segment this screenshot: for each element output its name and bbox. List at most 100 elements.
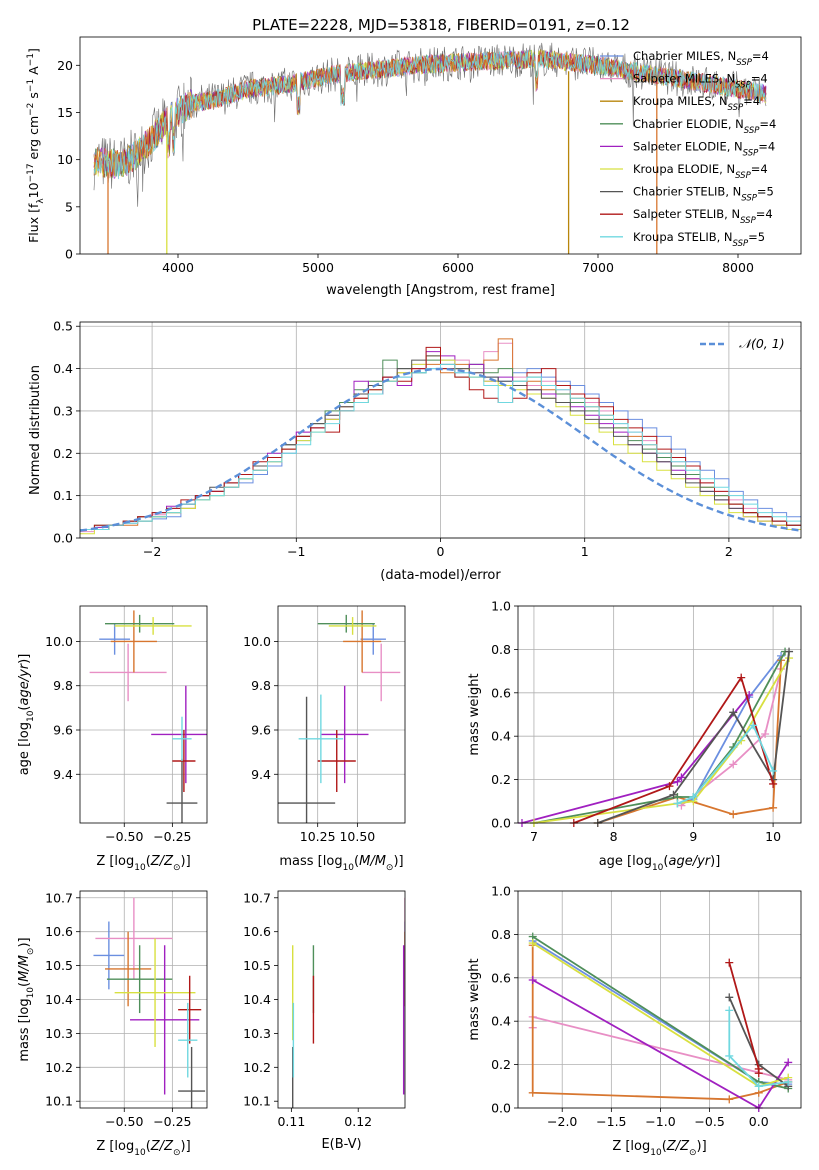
legend-label: Salpeter MILES, N bbox=[633, 72, 735, 86]
label-part: Z [log bbox=[612, 1139, 650, 1154]
label-part: age [log bbox=[599, 854, 652, 869]
label-part: ( bbox=[17, 706, 32, 711]
y-axis-label: mass weight bbox=[467, 673, 482, 755]
y-tick-label: 5 bbox=[65, 199, 73, 214]
label-part: ( bbox=[662, 1139, 667, 1154]
x-axis-label: (data-model)/error bbox=[380, 568, 501, 583]
x-tick-label: 7000 bbox=[582, 260, 614, 275]
x-tick-label: −2.0 bbox=[547, 1114, 577, 1129]
x-tick-label: 8 bbox=[610, 829, 618, 844]
y-tick-label: 10.7 bbox=[243, 890, 271, 905]
y-tick-label: 10.6 bbox=[45, 924, 73, 939]
legend-subscript: SSP bbox=[741, 194, 757, 204]
label-part: erg cm bbox=[26, 116, 41, 164]
weight-marker bbox=[725, 993, 734, 1002]
weight-vs-metallicity-chart: −2.0 −1.5 −1.0 −0.5 0.0 0.0 0.2 0.4 0.6 0.8 1.0 mas… bbox=[467, 884, 802, 1158]
label-part: ( bbox=[354, 854, 359, 869]
y-axis-label: age [log10(age/yr)] bbox=[17, 654, 36, 776]
x-tick-label: 0.12 bbox=[344, 1114, 372, 1129]
y-tick-label: 0.6 bbox=[491, 970, 511, 985]
weight-marker bbox=[729, 760, 738, 769]
y-tick-label: 10.1 bbox=[45, 1094, 73, 1109]
legend-tail: =4 bbox=[756, 207, 773, 221]
label-part: Flux [f bbox=[26, 203, 41, 243]
legend-label: Salpeter ELODIE, N bbox=[633, 139, 743, 153]
y-tick-label: 9.6 bbox=[251, 723, 271, 738]
label-part: 10 bbox=[343, 863, 355, 873]
x-tick-label: −0.25 bbox=[153, 829, 191, 844]
x-tick-label: 10 bbox=[765, 829, 781, 844]
legend-tail: =4 bbox=[758, 139, 775, 153]
label-part: age/yr bbox=[668, 854, 711, 869]
label-part: M/M bbox=[359, 854, 386, 869]
legend-subscript: SSP bbox=[743, 148, 759, 158]
x-axis-label: mass [log10(M/M⊙)] bbox=[279, 854, 403, 873]
axes-frame bbox=[79, 321, 802, 539]
axes-frame bbox=[277, 605, 406, 824]
y-axis-label: Normed distribution bbox=[28, 365, 43, 495]
x-tick-label: 0.11 bbox=[277, 1114, 305, 1129]
label-part: −2 bbox=[26, 103, 36, 116]
y-tick-label: 10.4 bbox=[45, 992, 73, 1007]
weight-marker bbox=[749, 721, 758, 730]
label-part: ⊙ bbox=[689, 1148, 697, 1158]
y-tick-label: 0.5 bbox=[53, 319, 73, 334]
x-axis-label: Z [log10(Z/Z⊙)] bbox=[612, 1139, 706, 1158]
y-tick-label: 0.0 bbox=[491, 816, 511, 831]
weight-series-line bbox=[532, 979, 789, 1108]
legend-entry: Kroupa MILES, NSSP=4 bbox=[633, 94, 760, 113]
label-part: −17 bbox=[26, 163, 36, 182]
label-part: 10 bbox=[650, 1148, 662, 1158]
label-part: 10 bbox=[134, 1148, 146, 1158]
label-part: Z/Z bbox=[150, 1139, 174, 1154]
weight-series-line bbox=[677, 723, 774, 805]
y-tick-label: 10.2 bbox=[243, 1060, 271, 1075]
x-tick-label: 1 bbox=[581, 544, 589, 559]
axes-frame bbox=[79, 890, 208, 1109]
label-part: )] bbox=[697, 1139, 707, 1154]
label-part: age [log bbox=[17, 722, 32, 775]
y-tick-label: 0.0 bbox=[491, 1101, 511, 1116]
legend-entry: Chabrier ELODIE, NSSP=4 bbox=[633, 117, 776, 136]
y-tick-label: 20 bbox=[57, 58, 73, 73]
x-axis-label: Z [log10(Z/Z⊙)] bbox=[96, 854, 190, 873]
x-tick-label: −0.50 bbox=[105, 829, 143, 844]
legend-label: Kroupa STELIB, N bbox=[633, 230, 733, 244]
y-tick-label: 10.4 bbox=[243, 992, 271, 1007]
y-tick-label: 0.3 bbox=[53, 403, 73, 418]
y-tick-label: 15 bbox=[57, 105, 73, 120]
label-part: 10 bbox=[134, 863, 146, 873]
y-tick-label: 9.4 bbox=[251, 767, 271, 782]
legend-subscript: SSP bbox=[733, 239, 749, 249]
weight-marker bbox=[769, 766, 778, 775]
weight-marker bbox=[528, 939, 537, 948]
weight-marker bbox=[528, 1088, 537, 1097]
y-tick-label: 9.8 bbox=[251, 678, 271, 693]
weight-marker bbox=[689, 792, 698, 801]
axes-frame bbox=[517, 605, 802, 824]
y-tick-label: 10.1 bbox=[243, 1094, 271, 1109]
x-tick-label: −1.0 bbox=[645, 1114, 675, 1129]
legend-entry: Salpeter STELIB, NSSP=4 bbox=[633, 207, 773, 226]
legend-tail: =4 bbox=[743, 94, 760, 108]
x-tick-label: 0.0 bbox=[749, 1114, 769, 1129]
weight-marker bbox=[729, 708, 738, 717]
y-tick-label: 0.2 bbox=[53, 446, 73, 461]
weight-marker bbox=[725, 958, 734, 967]
spectrum-line bbox=[93, 50, 767, 177]
label-part: 10 bbox=[26, 182, 41, 198]
y-tick-label: 0.4 bbox=[491, 729, 511, 744]
y-tick-label: 10.7 bbox=[45, 890, 73, 905]
y-tick-label: 0.4 bbox=[53, 361, 73, 376]
legend-entry: Salpeter ELODIE, NSSP=4 bbox=[633, 139, 775, 158]
weight-vs-age-chart: 7 8 9 10 0.0 0.2 0.4 0.6 0.8 1.0 mass weight age [l… bbox=[467, 599, 802, 873]
label-part: Z [log bbox=[96, 1139, 134, 1154]
label-part: 10 bbox=[26, 710, 36, 722]
label-part: −1 bbox=[26, 53, 36, 66]
label-part: 10 bbox=[652, 863, 664, 873]
legend-subscript: SSP bbox=[736, 58, 752, 68]
label-part: ( bbox=[146, 1139, 151, 1154]
legend-entry: Chabrier MILES, NSSP=4 bbox=[633, 49, 769, 68]
y-tick-label: 9.8 bbox=[53, 678, 73, 693]
y-tick-label: 0.2 bbox=[491, 1057, 511, 1072]
